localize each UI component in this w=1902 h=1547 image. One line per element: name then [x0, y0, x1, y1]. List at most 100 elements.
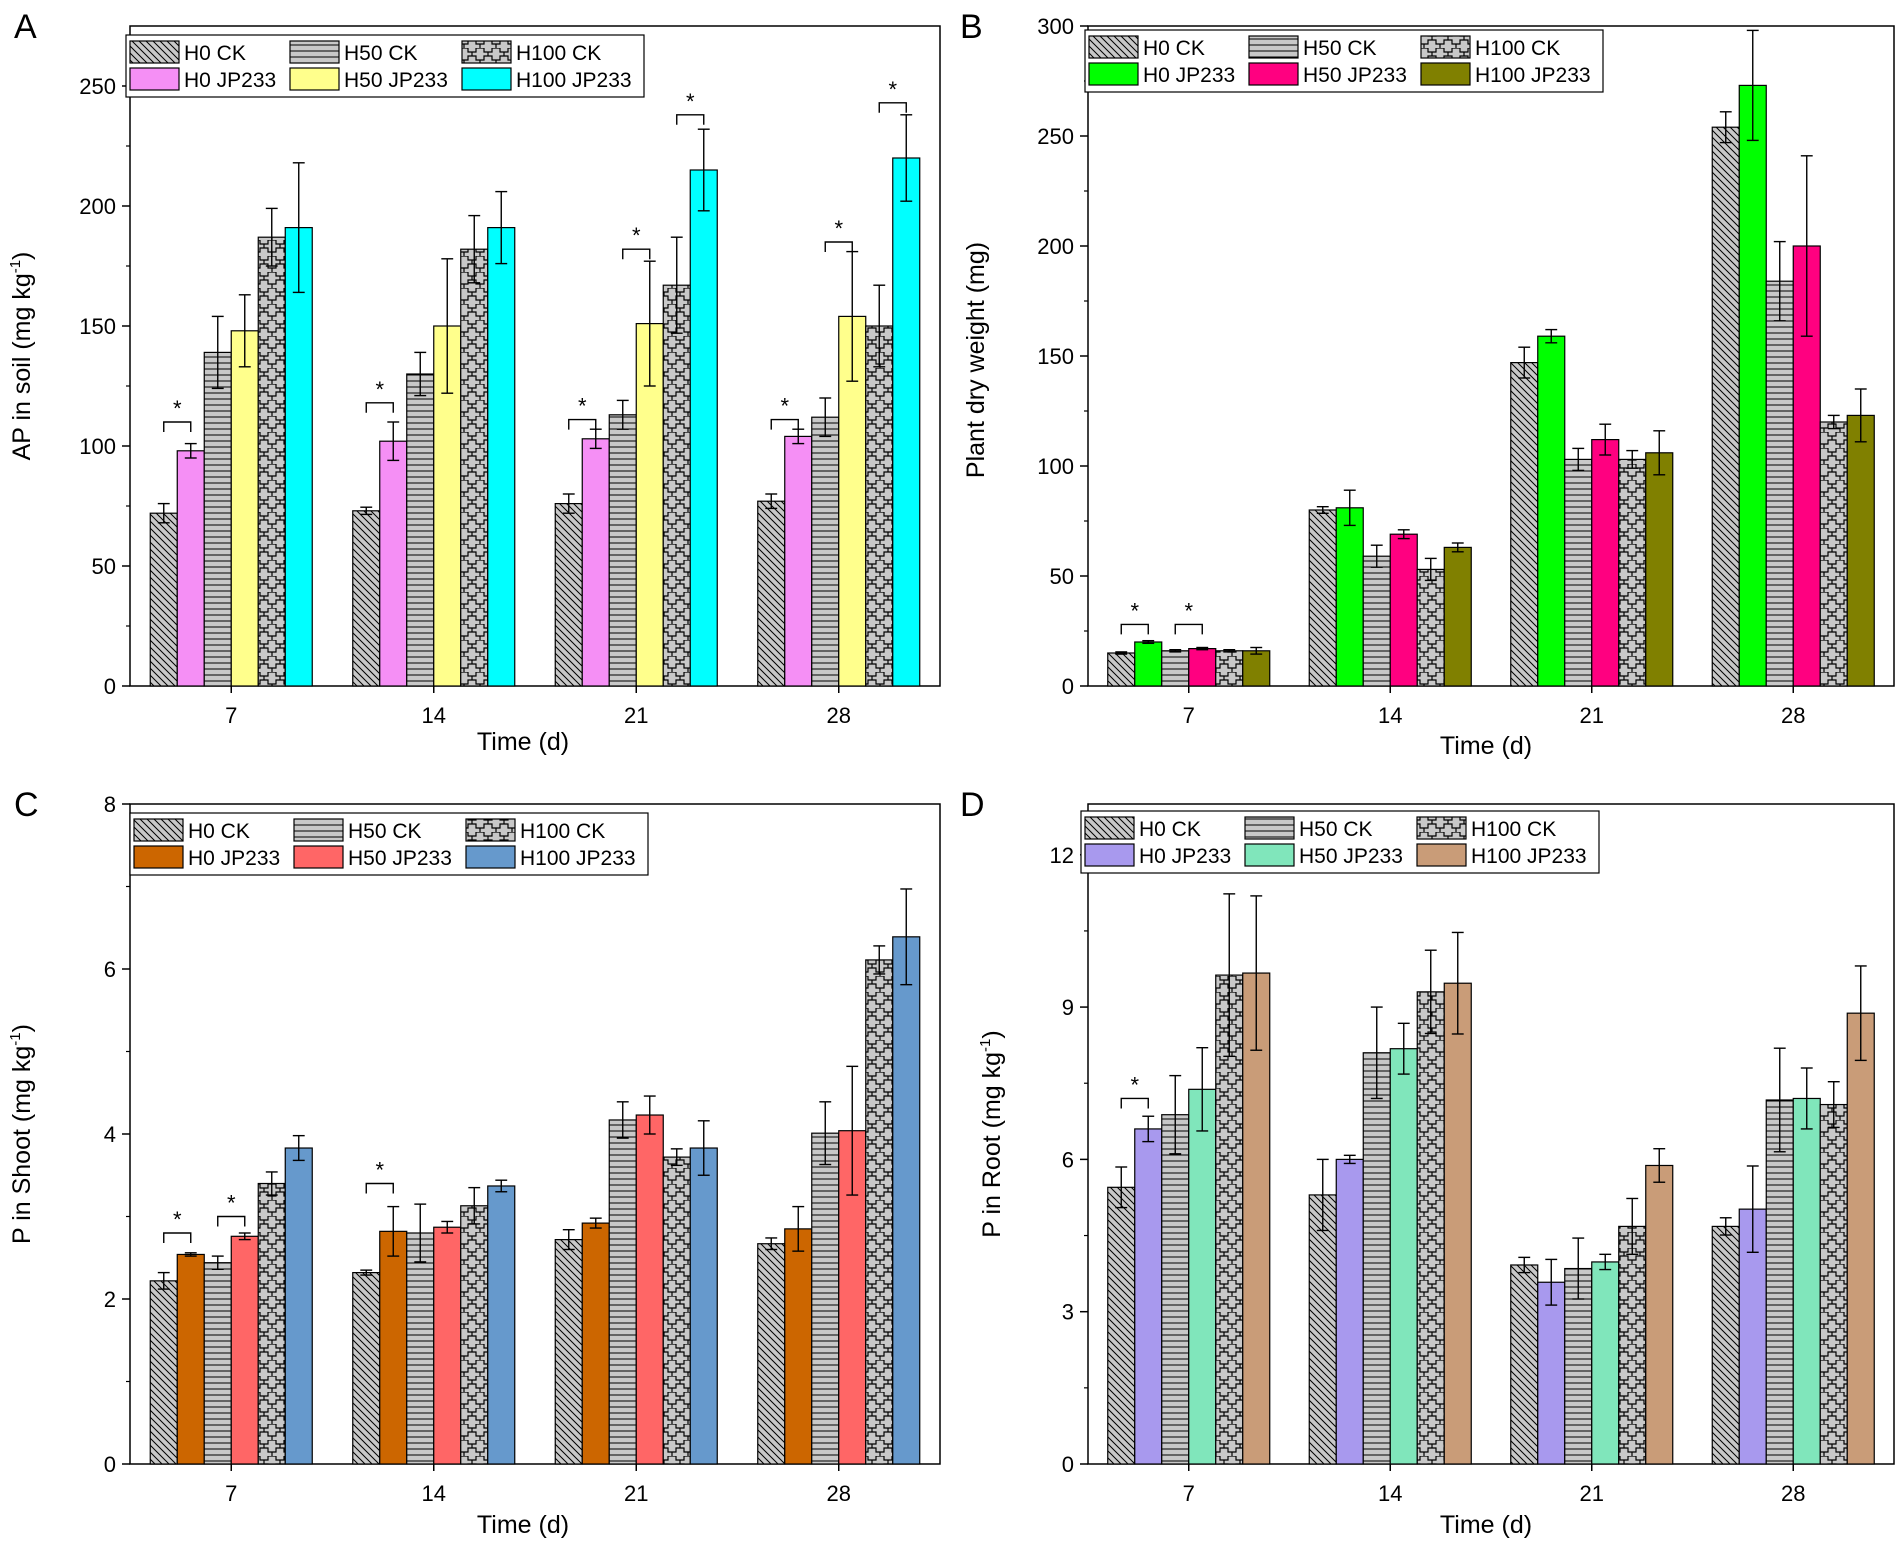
panel-b-x-axis-title: Time (d) [1440, 732, 1532, 760]
y-tick-label-a-1: 50 [92, 554, 116, 579]
significance-bracket-a-6 [824, 241, 853, 252]
legend-label-a-2: H100 CK [516, 42, 601, 65]
panel-b-x-axis: 7 14 21 28 [1183, 686, 1805, 728]
bar-b-1-4 [1416, 568, 1445, 687]
significance-star-c-1: * [227, 1191, 236, 1216]
bar-c-1-3 [433, 1226, 462, 1465]
legend-label-c-1: H50 CK [348, 820, 422, 843]
significance-star-a-0: * [173, 396, 182, 421]
bar-a-2-0 [554, 503, 583, 687]
significance-star-a-2: * [578, 394, 587, 419]
legend-label-b-4: H50 JP233 [1303, 64, 1407, 87]
panel-a-significance: * * * * * * * * [163, 77, 907, 432]
bar-a-1-2 [406, 373, 435, 687]
bar-b-0-1 [1134, 641, 1163, 687]
x-tick-label-d-1: 14 [1378, 1481, 1402, 1506]
legend-swatch-b-4 [1248, 62, 1299, 86]
y-tick-label-d-4: 12 [1050, 843, 1074, 868]
legend-swatch-c-1 [293, 818, 344, 842]
bar-d-1-1 [1335, 1158, 1364, 1465]
legend-label-d-2: H100 CK [1471, 818, 1556, 841]
panel-d-letter: D [960, 786, 985, 824]
panel-a-y-axis: 0 50 100 150 200 250 [79, 74, 130, 699]
legend-swatch-c-5 [465, 845, 516, 869]
bar-c-3-4 [865, 959, 894, 1465]
bar-c-1-1 [379, 1230, 408, 1465]
x-tick-label-b-2: 21 [1580, 703, 1604, 728]
panel-c-bars [149, 888, 921, 1465]
legend-label-d-5: H100 JP233 [1471, 845, 1587, 868]
legend-swatch-a-4 [289, 67, 340, 91]
bar-d-2-0 [1510, 1264, 1539, 1465]
legend-label-b-0: H0 CK [1143, 37, 1205, 60]
x-tick-label-b-0: 7 [1183, 703, 1195, 728]
y-tick-label-c-2: 4 [104, 1122, 116, 1147]
bar-b-0-4 [1215, 650, 1244, 687]
bar-d-1-0 [1308, 1194, 1337, 1465]
legend-label-a-1: H50 CK [344, 42, 418, 65]
significance-bracket-a-0 [163, 421, 192, 432]
bar-a-3-4 [865, 325, 894, 687]
bar-c-1-2 [406, 1232, 435, 1465]
panel-d-significance: * [1120, 1072, 1149, 1109]
bar-a-2-2 [608, 414, 637, 687]
legend-swatch-d-0 [1084, 816, 1135, 840]
legend-swatch-a-3 [129, 67, 180, 91]
bar-c-2-2 [608, 1119, 637, 1465]
legend-swatch-a-1 [289, 40, 340, 64]
bar-d-3-4 [1819, 1103, 1848, 1465]
x-tick-label-b-1: 14 [1378, 703, 1402, 728]
panel-b-y-axis-title: Plant dry weight (mg) [962, 242, 990, 478]
bar-d-1-2 [1362, 1052, 1391, 1465]
panel-b-bars [1107, 29, 1875, 687]
panel-a-y-axis-title-end: ) [8, 252, 36, 260]
bar-d-0-2 [1161, 1114, 1190, 1465]
bar-b-3-2 [1765, 280, 1794, 687]
significance-bracket-b-0 [1120, 623, 1149, 635]
significance-bracket-a-7 [878, 102, 907, 113]
bar-c-3-5 [892, 936, 921, 1465]
panel-a-letter: A [14, 8, 37, 46]
legend-swatch-d-3 [1084, 843, 1135, 867]
legend-label-d-0: H0 CK [1139, 818, 1201, 841]
legend-label-c-4: H50 JP233 [348, 847, 452, 870]
x-tick-label-b-3: 28 [1781, 703, 1805, 728]
panel-d-y-axis-title-end: ) [978, 1030, 1006, 1038]
bar-d-2-5 [1645, 1164, 1674, 1465]
panel-d-plot-frame [1087, 803, 1895, 1465]
legend-swatch-d-1 [1244, 816, 1295, 840]
bar-b-1-2 [1362, 555, 1391, 687]
x-tick-label-c-0: 7 [225, 1481, 237, 1506]
legend-label-b-5: H100 JP233 [1475, 64, 1591, 87]
y-tick-label-c-4: 8 [104, 792, 116, 817]
bar-b-2-3 [1591, 439, 1620, 687]
panel-d-y-axis-title-sup: -1 [977, 1039, 994, 1052]
legend-swatch-a-5 [461, 67, 512, 91]
y-tick-label-c-1: 2 [104, 1287, 116, 1312]
y-tick-label-b-6: 300 [1037, 14, 1074, 39]
panel-d-x-axis: 7 14 21 28 [1183, 1464, 1805, 1506]
panel-c-letter: C [14, 786, 39, 824]
panel-d-x-axis-title: Time (d) [1440, 1511, 1532, 1539]
legend-swatch-c-2 [465, 818, 516, 842]
y-tick-label-c-0: 0 [104, 1452, 116, 1477]
legend-label-b-3: H0 JP233 [1143, 64, 1235, 87]
bar-d-1-4 [1416, 991, 1445, 1465]
legend-swatch-a-0 [129, 40, 180, 64]
legend-swatch-b-1 [1248, 35, 1299, 59]
panel-d-bars [1107, 893, 1875, 1465]
significance-bracket-c-2 [365, 1182, 394, 1194]
legend-frame-b [1084, 29, 1604, 93]
bar-b-3-4 [1819, 421, 1848, 687]
bar-a-2-4 [662, 284, 691, 687]
significance-bracket-d-0 [1120, 1097, 1149, 1109]
bar-a-0-1 [176, 450, 205, 687]
legend-frame-a [125, 34, 645, 98]
bar-a-1-0 [352, 510, 381, 687]
bar-a-2-1 [581, 438, 610, 687]
bar-b-0-5 [1242, 650, 1271, 687]
legend-swatch-b-5 [1420, 62, 1471, 86]
bar-b-1-1 [1335, 507, 1364, 687]
